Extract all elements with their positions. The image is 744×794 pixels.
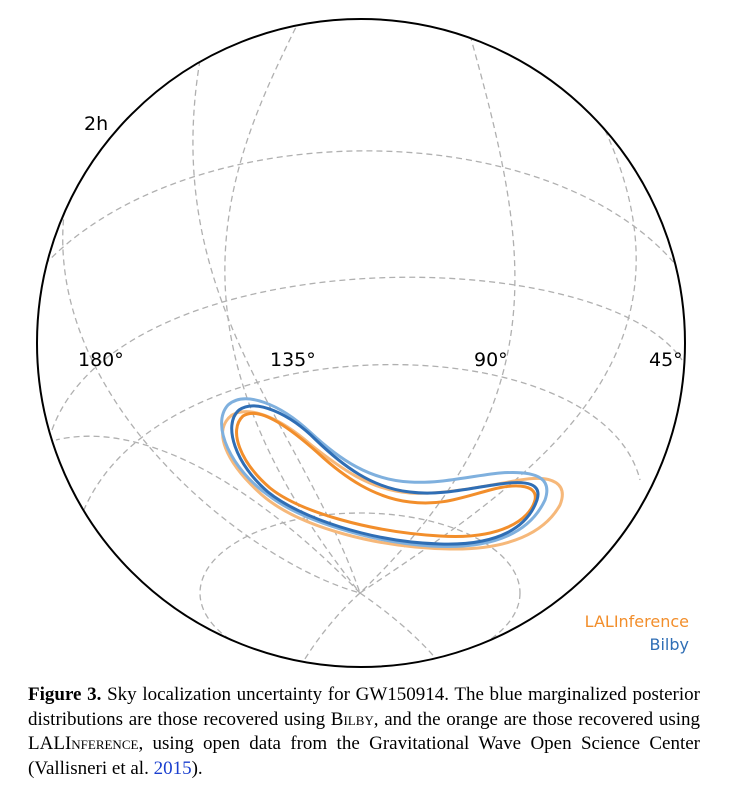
caption-text-3: , using open data from the Gravitational… (28, 733, 700, 779)
lalinference-contour-inner (235, 411, 537, 539)
caption-text-1: Sky localization uncertainty for GW15091… (28, 684, 700, 730)
ra-label-45: 45° (649, 349, 683, 371)
ra-line (55, 435, 361, 594)
ra-line (359, 592, 441, 665)
legend-lalinference: LALInference (585, 612, 689, 631)
dec-line (51, 276, 683, 431)
figure-caption: Figure 3. Sky localization uncertainty f… (28, 683, 700, 781)
bilby-contour-inner (230, 404, 540, 546)
caption-bilby: Bilby (330, 708, 374, 730)
dec-line (199, 512, 521, 667)
ra-label-180: 180° (78, 349, 124, 371)
ra-label-90: 90° (474, 349, 508, 371)
dec-label-2h: 2h (84, 113, 108, 135)
ra-label-135: 135° (270, 349, 316, 371)
citation-link-2015[interactable]: 2015 (153, 757, 192, 779)
bilby-contour-outer (220, 397, 549, 549)
ra-line (224, 19, 361, 594)
caption-inference: Inference (64, 733, 139, 754)
legend-bilby: Bilby (650, 635, 690, 654)
dec-line (79, 363, 641, 521)
credible-regions (220, 397, 564, 551)
caption-text-4: ). (191, 757, 203, 779)
sky-globe-outline (36, 18, 686, 668)
lalinference-contour-outer (221, 410, 564, 551)
caption-label: Figure 3. (28, 684, 102, 705)
ra-line (299, 592, 361, 667)
sky-map-figure: 180° 135° 90° 45° 2h LALInference Bilby (36, 18, 690, 668)
ra-line (359, 34, 516, 594)
caption-text-2: , and the orange are those recovered usi… (28, 708, 701, 755)
ra-line (62, 179, 361, 594)
ra-line (359, 129, 637, 594)
dec-line (37, 150, 685, 276)
